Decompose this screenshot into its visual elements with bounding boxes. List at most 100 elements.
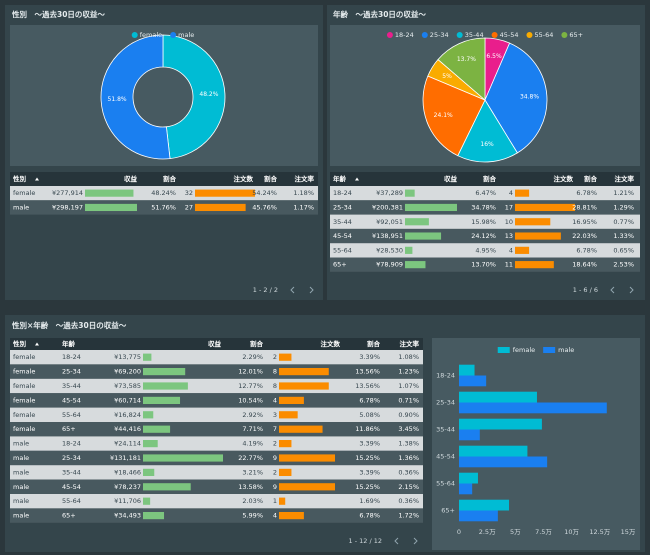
- table-cell: 6.78%: [359, 512, 380, 520]
- sort-icon: [35, 342, 39, 346]
- slice-label: 48.2%: [199, 91, 218, 98]
- page-arrows[interactable]: [610, 286, 634, 294]
- legend-swatch: [421, 32, 428, 38]
- x-tick-label: 12.5万: [589, 528, 610, 536]
- slice-label: 16%: [480, 141, 494, 148]
- legend: female male: [497, 346, 574, 354]
- table-cell: 1.69%: [359, 497, 380, 505]
- table-cell: 25-34: [333, 203, 352, 211]
- table-bar: [405, 246, 413, 254]
- table-row: [10, 508, 423, 523]
- y-tick-label: 55-64: [436, 480, 455, 488]
- table-bar: [279, 483, 335, 491]
- table-cell: 6.78%: [359, 396, 380, 404]
- table-cell: ¥60,714: [114, 396, 141, 404]
- sort-icon: [355, 177, 359, 181]
- table-cell: 11: [505, 261, 513, 269]
- table-cell: 9: [273, 454, 277, 462]
- table-cell: 13.56%: [355, 368, 380, 376]
- table-cell: 1.29%: [613, 203, 634, 211]
- table-cell: ¥78,909: [376, 261, 403, 269]
- table-cell: 35-44: [333, 218, 352, 226]
- table-bar: [515, 261, 554, 269]
- table-cell: male: [13, 483, 29, 491]
- page-arrows[interactable]: [290, 286, 314, 294]
- x-tick-label: 10万: [564, 528, 579, 536]
- table-cell: male: [13, 468, 29, 476]
- bar: [459, 456, 548, 468]
- table-cell: 18.64%: [572, 261, 597, 269]
- table-row: [10, 350, 423, 365]
- table-bar: [515, 246, 530, 254]
- table-cell: female: [13, 425, 35, 433]
- x-tick-label: 5万: [510, 528, 521, 536]
- table-cell: 1: [273, 497, 277, 505]
- table-cell: 54.24%: [252, 189, 277, 197]
- table-header: [10, 338, 423, 350]
- table-cell: 35-44: [62, 382, 81, 390]
- table-cell: 2.92%: [242, 411, 263, 419]
- table-bar: [85, 203, 137, 212]
- table-cell: 4.19%: [242, 440, 263, 448]
- table-bar: [143, 497, 151, 505]
- table-bar: [405, 232, 442, 240]
- table-cell: ¥28,530: [376, 246, 403, 254]
- legend-label: male: [178, 31, 194, 39]
- legend-label: male: [558, 346, 574, 354]
- table-bar: [515, 203, 575, 212]
- y-tick-label: 45-54: [436, 453, 455, 461]
- column-header: 性別: [13, 174, 27, 183]
- table-cell: 2.29%: [242, 353, 263, 361]
- page-arrows[interactable]: [394, 537, 418, 545]
- slice-label: 51.8%: [108, 96, 127, 103]
- x-tick-label: 0: [457, 528, 461, 536]
- table-cell: 4: [509, 246, 513, 254]
- table-bar: [279, 425, 323, 433]
- bar: [459, 510, 498, 522]
- legend: female male: [131, 31, 194, 39]
- table-cell: 1.23%: [398, 368, 419, 376]
- table-cell: 10: [505, 218, 513, 226]
- table-cell: 34.78%: [471, 203, 496, 211]
- panel-title: 性別×年齢 〜過去30日の収益〜: [12, 320, 127, 330]
- table-cell: 15.98%: [471, 218, 496, 226]
- table-cell: 2.53%: [613, 261, 634, 269]
- table-cell: 13.58%: [238, 483, 263, 491]
- table-cell: 1.33%: [613, 232, 634, 240]
- table-cell: ¥34,493: [114, 512, 141, 520]
- table-cell: 15.25%: [355, 454, 380, 462]
- table-cell: ¥200,381: [372, 203, 403, 211]
- table-cell: 65+: [333, 261, 347, 269]
- pagination: 1 - 12 / 12: [349, 537, 382, 545]
- legend-swatch: [456, 32, 463, 38]
- table-bar: [515, 189, 530, 197]
- table-cell: male: [13, 454, 29, 462]
- table-cell: 3.39%: [359, 468, 380, 476]
- legend-label: 18-24: [395, 31, 414, 39]
- table-cell: 3.45%: [398, 425, 419, 433]
- table-bar: [143, 368, 186, 376]
- table-cell: 65+: [62, 425, 76, 433]
- table-bar: [279, 368, 329, 376]
- table-bar: [143, 396, 181, 404]
- table-cell: female: [13, 396, 35, 404]
- table-row: [10, 436, 423, 451]
- table-cell: 16.95%: [572, 218, 597, 226]
- slice-label: 34.8%: [520, 93, 539, 100]
- table-cell: ¥73,585: [114, 382, 141, 390]
- x-tick-label: 15万: [621, 528, 636, 536]
- table-cell: 18-24: [62, 353, 81, 361]
- column-header: 注文率: [295, 174, 315, 183]
- table-cell: 8: [273, 382, 277, 390]
- table-cell: male: [13, 440, 29, 448]
- column-header: 割合: [264, 174, 278, 183]
- table-cell: 13.70%: [471, 261, 496, 269]
- table-bar: [279, 454, 335, 462]
- table-cell: 4.95%: [475, 246, 496, 254]
- legend: 18-24 25-34 35-44 45-54 55-64 65+: [386, 31, 583, 39]
- table-bar: [143, 454, 223, 462]
- table-bar: [279, 512, 304, 520]
- table-cell: ¥13,775: [114, 353, 141, 361]
- table-bar: [279, 411, 298, 419]
